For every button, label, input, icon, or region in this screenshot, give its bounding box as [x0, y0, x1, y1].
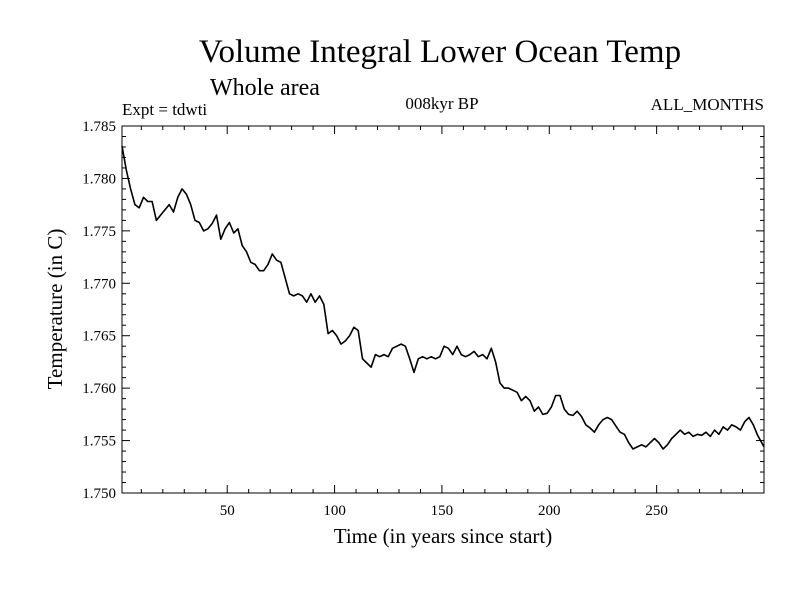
y-tick-labels: 1.750 1.755 1.760 1.765 1.770 1.775 1.780 1.785 [82, 119, 116, 502]
chart-title: Volume Integral Lower Ocean Temp [199, 34, 681, 70]
y-tick-label: 1.760 [82, 381, 116, 397]
y-tick-label: 1.765 [82, 329, 116, 345]
x-axis-label: Time (in years since start) [334, 524, 553, 548]
y-tick-label: 1.755 [82, 434, 116, 450]
x-tick-label: 100 [323, 503, 346, 519]
x-tick-label: 250 [645, 503, 668, 519]
y-axis-label: Temperature (in C) [43, 229, 67, 390]
x-tick-label: 150 [431, 503, 454, 519]
y-tick-label: 1.780 [82, 171, 116, 187]
x-tick-label: 50 [220, 503, 235, 519]
y-tick-label: 1.750 [82, 486, 116, 502]
plot-frame [121, 125, 765, 494]
axis-ticks [122, 125, 764, 494]
y-tick-label: 1.785 [82, 119, 116, 135]
series-line [121, 145, 765, 450]
y-tick-label: 1.770 [82, 276, 116, 292]
x-tick-labels: 50 100 150 200 250 [220, 503, 668, 519]
period-label: 008kyr BP [405, 94, 478, 113]
y-tick-label: 1.775 [82, 224, 116, 240]
x-tick-label: 200 [538, 503, 561, 519]
chart-subtitle: Whole area [210, 75, 320, 101]
months-label: ALL_MONTHS [651, 95, 764, 114]
experiment-label: Expt = tdwti [122, 100, 207, 119]
